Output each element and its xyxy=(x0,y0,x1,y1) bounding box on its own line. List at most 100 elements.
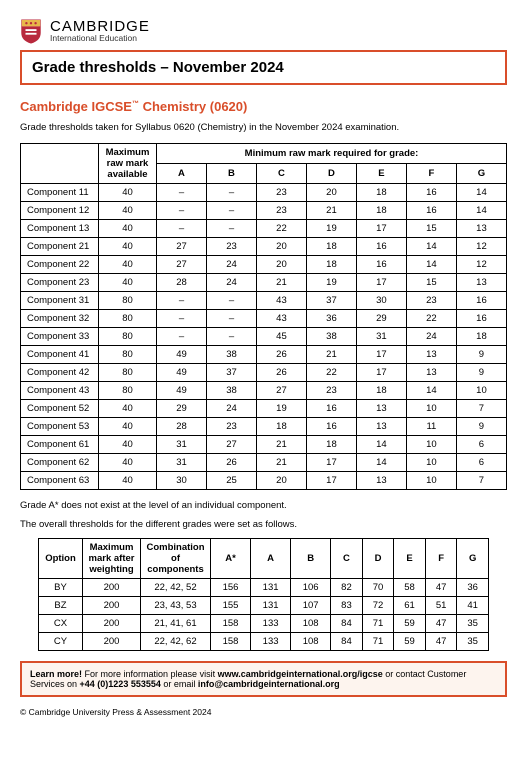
overall-threshold: 51 xyxy=(425,597,457,615)
grade-threshold: 23 xyxy=(256,202,306,220)
grade-threshold: 27 xyxy=(157,256,207,274)
learn-more-label: Learn more! xyxy=(30,669,82,679)
overall-threshold: 156 xyxy=(211,579,251,597)
grade-threshold: – xyxy=(206,328,256,346)
table-row: BZ20023, 43, 531551311078372615141 xyxy=(39,597,489,615)
option-code: BZ xyxy=(39,597,83,615)
footer-email[interactable]: info@cambridgeinternational.org xyxy=(198,679,340,689)
tm-mark: ™ xyxy=(132,101,139,108)
grade-threshold: 16 xyxy=(406,184,456,202)
overall-threshold: 47 xyxy=(425,579,457,597)
grade-threshold: 10 xyxy=(406,436,456,454)
overall-threshold: 133 xyxy=(251,615,291,633)
overall-threshold: 84 xyxy=(331,633,363,651)
grade-threshold: 14 xyxy=(356,436,406,454)
table-row: CY20022, 42, 621581331088471594735 xyxy=(39,633,489,651)
grade-threshold: 31 xyxy=(356,328,406,346)
component-combo: 22, 42, 52 xyxy=(141,579,211,597)
component-name: Component 31 xyxy=(21,292,99,310)
table-row: Component 62403126211714106 xyxy=(21,454,507,472)
grade-threshold: 26 xyxy=(206,454,256,472)
grade-threshold: 23 xyxy=(306,382,356,400)
grade-threshold: 37 xyxy=(306,292,356,310)
max-weighted: 200 xyxy=(83,579,141,597)
component-combo: 23, 43, 53 xyxy=(141,597,211,615)
max-mark: 40 xyxy=(99,202,157,220)
table-row: Component 224027242018161412 xyxy=(21,256,507,274)
grade-threshold: – xyxy=(157,202,207,220)
grade-threshold: 15 xyxy=(406,274,456,292)
option-code: BY xyxy=(39,579,83,597)
grade-threshold: 13 xyxy=(406,346,456,364)
grade-threshold: 18 xyxy=(306,238,356,256)
grade-threshold: 29 xyxy=(157,400,207,418)
grade-threshold: 17 xyxy=(306,472,356,490)
table-row: Component 3180––4337302316 xyxy=(21,292,507,310)
table-row: Component 63403025201713107 xyxy=(21,472,507,490)
table-row: Component 3380––4538312418 xyxy=(21,328,507,346)
component-name: Component 41 xyxy=(21,346,99,364)
max-mark: 80 xyxy=(99,346,157,364)
overall-threshold: 108 xyxy=(291,633,331,651)
grade-threshold: 21 xyxy=(256,274,306,292)
grade-threshold: 13 xyxy=(356,400,406,418)
option-code: CX xyxy=(39,615,83,633)
grade-threshold: 27 xyxy=(256,382,306,400)
logo-block: CAMBRIDGE International Education xyxy=(20,18,507,44)
table-row: Component 438049382723181410 xyxy=(21,382,507,400)
overall-threshold: 158 xyxy=(211,633,251,651)
overall-thresholds-table: OptionMaximum mark after weightingCombin… xyxy=(38,538,489,651)
overall-threshold: 158 xyxy=(211,615,251,633)
overall-col-header: G xyxy=(457,539,489,579)
component-name: Component 62 xyxy=(21,454,99,472)
max-weighted: 200 xyxy=(83,597,141,615)
grade-threshold: 17 xyxy=(356,220,406,238)
component-name: Component 52 xyxy=(21,400,99,418)
overall-threshold: 155 xyxy=(211,597,251,615)
grade-threshold: – xyxy=(206,202,256,220)
grade-threshold: 11 xyxy=(406,418,456,436)
overall-col-header: F xyxy=(425,539,457,579)
grade-threshold: 18 xyxy=(456,328,506,346)
footer-info-box: Learn more! For more information please … xyxy=(20,661,507,697)
grade-threshold: 15 xyxy=(406,220,456,238)
grade-threshold: 10 xyxy=(406,400,456,418)
grade-col-header: A xyxy=(157,164,207,184)
overall-threshold: 35 xyxy=(457,615,489,633)
grade-threshold: 13 xyxy=(356,418,406,436)
grade-threshold: 38 xyxy=(306,328,356,346)
grade-col-header: F xyxy=(406,164,456,184)
grade-threshold: 19 xyxy=(256,400,306,418)
footer-t1: For more information please visit xyxy=(82,669,218,679)
grade-col-header: B xyxy=(206,164,256,184)
grade-threshold: – xyxy=(206,310,256,328)
grade-threshold: 43 xyxy=(256,310,306,328)
table-row: Component 1140––2320181614 xyxy=(21,184,507,202)
grade-threshold: 18 xyxy=(256,418,306,436)
shield-icon xyxy=(20,18,42,44)
grade-threshold: 36 xyxy=(306,310,356,328)
grade-threshold: 9 xyxy=(456,364,506,382)
grade-threshold: 16 xyxy=(406,202,456,220)
grade-threshold: 23 xyxy=(256,184,306,202)
grade-threshold: 13 xyxy=(456,220,506,238)
logo-sub: International Education xyxy=(50,34,150,43)
grade-threshold: 12 xyxy=(456,256,506,274)
footer-url[interactable]: www.cambridgeinternational.org/igcse xyxy=(218,669,383,679)
table-row: Component 42804937262217139 xyxy=(21,364,507,382)
overall-threshold: 47 xyxy=(425,615,457,633)
table-row: CX20021, 41, 611581331088471594735 xyxy=(39,615,489,633)
overall-col-header: E xyxy=(394,539,426,579)
grade-threshold: 43 xyxy=(256,292,306,310)
grade-threshold: 22 xyxy=(306,364,356,382)
table-row: BY20022, 42, 521561311068270584736 xyxy=(39,579,489,597)
intro-text: Grade thresholds taken for Syllabus 0620… xyxy=(20,122,507,133)
component-name: Component 43 xyxy=(21,382,99,400)
grade-threshold: 7 xyxy=(456,400,506,418)
grade-threshold: – xyxy=(157,184,207,202)
grade-threshold: 10 xyxy=(406,472,456,490)
max-mark: 40 xyxy=(99,238,157,256)
component-name: Component 32 xyxy=(21,310,99,328)
grade-threshold: 16 xyxy=(456,292,506,310)
component-name: Component 13 xyxy=(21,220,99,238)
